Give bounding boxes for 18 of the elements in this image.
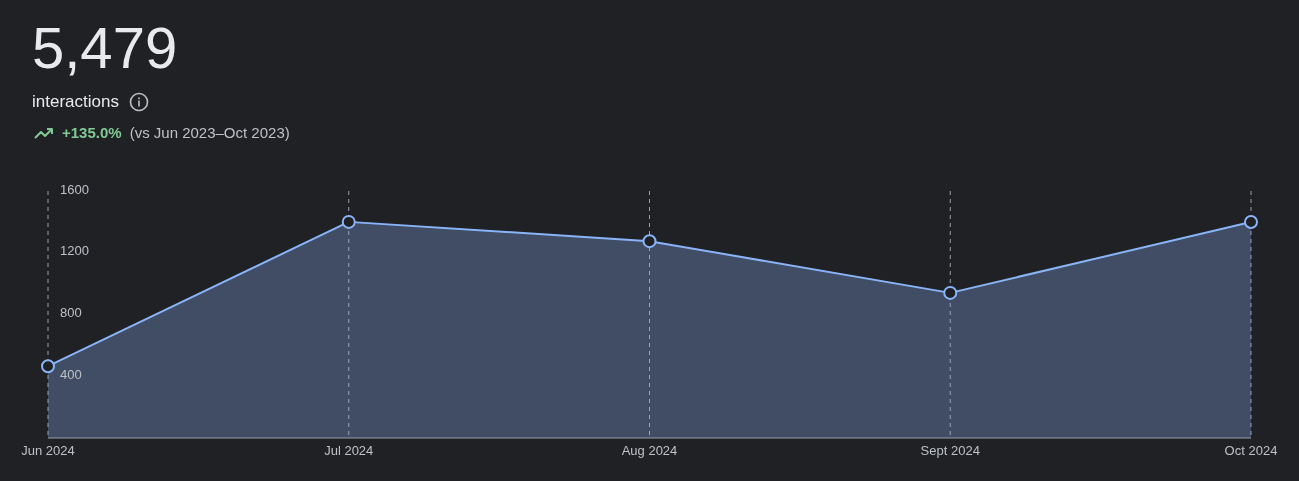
- point: [41, 359, 55, 374]
- point: [1244, 215, 1258, 230]
- text: (vs Jun 2023–Oct 2023): [129, 124, 290, 141]
- chart-title: 5,479: [32, 14, 178, 82]
- x-tick-label: Sept 2024: [920, 443, 980, 459]
- y-tick-label: 800: [60, 305, 82, 321]
- y-tick-label: 1600: [60, 181, 89, 197]
- y-tick-label: 1200: [60, 243, 89, 259]
- x-tick-label: Jul 2024: [324, 443, 374, 459]
- chart-subtitle: interactions: [32, 92, 119, 112]
- text: +135.0%: [62, 124, 122, 141]
- point: [943, 285, 958, 300]
- point: [642, 234, 657, 249]
- point: [341, 214, 356, 229]
- x-tick-label: Aug 2024: [621, 443, 678, 459]
- y-tick-label: 400: [60, 366, 82, 382]
- x-tick-label: Jun 2024: [21, 443, 75, 459]
- x-tick-label: Oct 2024: [1224, 443, 1278, 459]
